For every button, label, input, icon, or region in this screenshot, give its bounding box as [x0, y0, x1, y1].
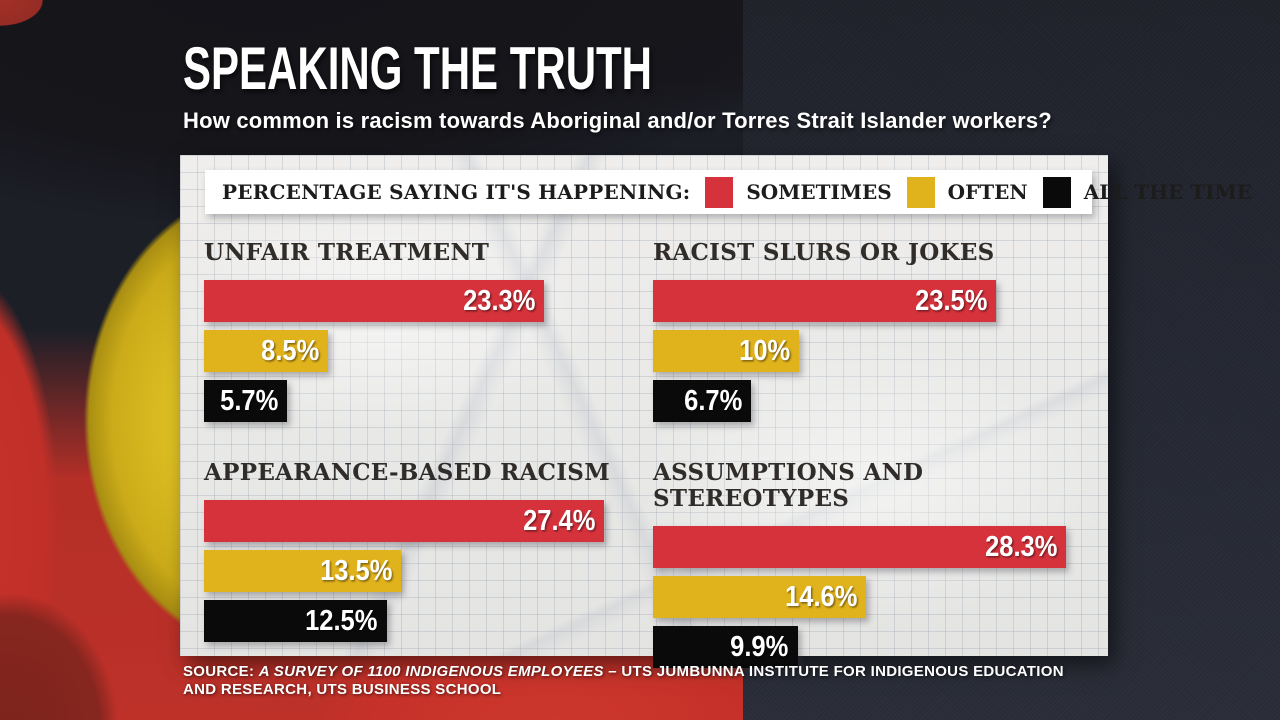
category-title: APPEARANCE-BASED RACISM [204, 459, 610, 486]
bar-row: 27.4% [204, 500, 653, 542]
bar-value-label: 5.7% [220, 384, 279, 417]
bar-value-label: 10% [739, 334, 791, 367]
bar-all-the-time: 6.7% [653, 380, 751, 422]
bar-row: 8.5% [204, 330, 653, 372]
bar-value-label: 13.5% [319, 554, 393, 587]
chart-legend: PERCENTAGE SAYING IT'S HAPPENING: SOMETI… [205, 170, 1252, 214]
bar-row: 23.3% [204, 280, 653, 322]
bar-row: 23.5% [653, 280, 1102, 322]
category-group: APPEARANCE-BASED RACISM 27.4% 13.5% 12.5% [204, 460, 653, 676]
bar-value-label: 9.9% [730, 630, 789, 663]
bar-all-the-time: 5.7% [204, 380, 288, 422]
bar-often: 8.5% [204, 330, 329, 372]
bar-sometimes: 27.4% [204, 500, 605, 542]
legend-item-label: OFTEN [947, 180, 1028, 204]
bar-often: 10% [653, 330, 799, 372]
bar-often: 13.5% [204, 550, 402, 592]
legend-item-label: SOMETIMES [746, 180, 892, 204]
legend-item-sometimes: SOMETIMES [705, 176, 892, 208]
legend-item-often: OFTEN [906, 176, 1028, 208]
source-prefix: SOURCE: [183, 663, 259, 680]
category-title: UNFAIR TREATMENT [204, 239, 490, 266]
bar-row: 14.6% [653, 576, 1102, 618]
bar-row: 28.3% [653, 526, 1102, 568]
often-swatch-icon [906, 176, 935, 208]
legend-item-all-the-time: ALL THE TIME [1042, 176, 1252, 208]
source-attribution: – UTS JUMBUNNA INSTITUTE FOR INDIGENOUS … [183, 663, 1064, 698]
bar-row: 9.9% [653, 626, 1102, 668]
bar-row: 13.5% [204, 550, 653, 592]
sometimes-swatch-icon [705, 176, 734, 208]
bar-value-label: 23.5% [914, 284, 988, 317]
bar-value-label: 28.3% [985, 530, 1058, 563]
bar-row: 5.7% [204, 380, 653, 422]
bar-all-the-time: 12.5% [204, 600, 387, 642]
bar-value-label: 27.4% [522, 504, 596, 537]
bar-row: 6.7% [653, 380, 1102, 422]
bar-value-label: 23.3% [463, 284, 536, 317]
bar-sometimes: 28.3% [653, 526, 1067, 568]
page-title: SPEAKING THE TRUTH [183, 35, 653, 102]
legend-item-label: ALL THE TIME [1083, 180, 1252, 204]
source-note: SOURCE: A SURVEY OF 1100 INDIGENOUS EMPL… [183, 663, 1075, 699]
bar-all-the-time: 9.9% [653, 626, 798, 668]
bar-value-label: 8.5% [261, 334, 320, 367]
category-title: RACIST SLURS OR JOKES [653, 239, 995, 266]
category-group: RACIST SLURS OR JOKES 23.5% 10% 6.7% [653, 240, 1102, 430]
bar-value-label: 6.7% [683, 384, 743, 417]
category-group: UNFAIR TREATMENT 23.3% 8.5% 5.7% [204, 240, 653, 430]
chart-panel: PERCENTAGE SAYING IT'S HAPPENING: SOMETI… [180, 155, 1252, 668]
header: SPEAKING THE TRUTH How common is racism … [183, 35, 1052, 134]
bar-sometimes: 23.3% [204, 280, 545, 322]
bar-row: 10% [653, 330, 1102, 372]
category-title: ASSUMPTIONS AND STEREOTYPES [653, 459, 924, 512]
all-the-time-swatch-icon [1042, 176, 1071, 208]
legend-label: PERCENTAGE SAYING IT'S HAPPENING: [222, 180, 691, 204]
category-group: ASSUMPTIONS AND STEREOTYPES 28.3% 14.6% 9.9… [653, 460, 1102, 676]
page-subtitle: How common is racism towards Aboriginal … [183, 108, 1052, 133]
bar-value-label: 14.6% [784, 580, 858, 613]
source-survey-title: A SURVEY OF 1100 INDIGENOUS EMPLOYEES [258, 663, 604, 680]
bar-sometimes: 23.5% [653, 280, 997, 322]
bar-value-label: 12.5% [305, 604, 378, 637]
bar-row: 12.5% [204, 600, 653, 642]
bar-groups: UNFAIR TREATMENT 23.3% 8.5% 5.7% RACIST SLUR… [204, 240, 1102, 676]
bar-often: 14.6% [653, 576, 867, 618]
